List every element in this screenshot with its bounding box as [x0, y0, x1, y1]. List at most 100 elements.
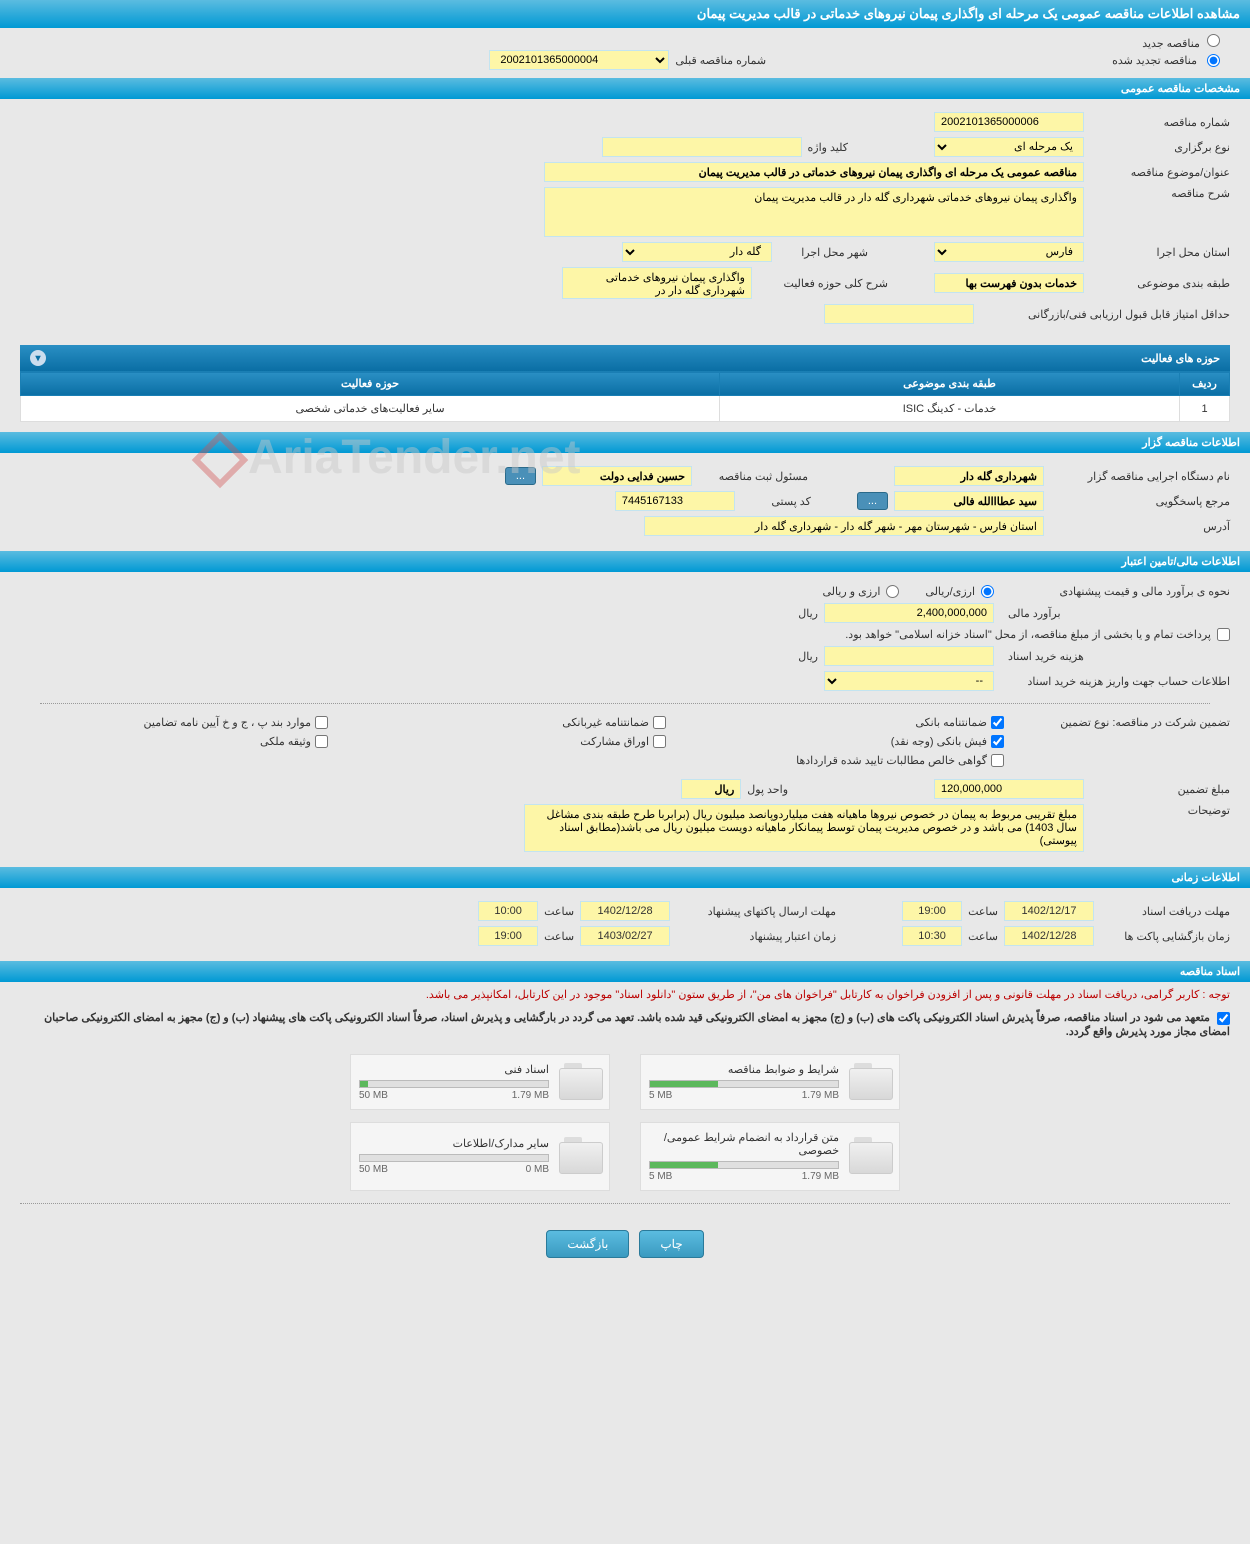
postal-input[interactable]: [615, 491, 735, 511]
amount-unit-input[interactable]: [681, 779, 741, 799]
col-category: طبقه بندی موضوعی: [720, 372, 1180, 396]
keyword-input[interactable]: [602, 137, 802, 157]
chk-securities-label: اوراق مشارکت: [580, 735, 649, 748]
section-general: مشخصات مناقصه عمومی: [0, 78, 1250, 99]
packdeadline-time: 10:00: [478, 901, 538, 921]
activity-collapse-icon[interactable]: ▾: [30, 350, 46, 366]
radio-new[interactable]: [1207, 34, 1220, 47]
valid-date: 1403/02/27: [580, 926, 670, 946]
resp-label: مرجع پاسخگویی: [1050, 495, 1230, 508]
tender-no-input[interactable]: [934, 112, 1084, 132]
chk-nonbank-label: ضمانتنامه غیربانکی: [562, 716, 649, 729]
separator-footer: [20, 1203, 1230, 1204]
chk-cash[interactable]: [991, 735, 1004, 748]
reg-input[interactable]: [542, 466, 692, 486]
estimate-label: برآورد مالی: [1000, 607, 1230, 620]
valid-time: 19:00: [478, 926, 538, 946]
org-input[interactable]: [894, 466, 1044, 486]
title-input[interactable]: [544, 162, 1084, 182]
account-select[interactable]: --: [824, 671, 994, 691]
radio-renewed[interactable]: [1207, 54, 1220, 67]
progress-bar: [359, 1154, 549, 1162]
estimate-unit: ریال: [798, 607, 818, 620]
type-label: نوع برگزاری: [1090, 141, 1230, 154]
page-title: مشاهده اطلاعات مناقصه عمومی یک مرحله ای …: [0, 0, 1250, 28]
open-time: 10:30: [902, 926, 962, 946]
resp-more-button[interactable]: ...: [857, 492, 888, 510]
progress-bar: [359, 1080, 549, 1088]
back-button[interactable]: بازگشت: [546, 1230, 629, 1258]
category-input[interactable]: [934, 273, 1084, 293]
doc-box[interactable]: متن قرارداد به انضمام شرایط عمومی/خصوصی …: [640, 1122, 900, 1191]
address-label: آدرس: [1050, 520, 1230, 533]
doc-title: اسناد فنی: [359, 1063, 549, 1076]
prev-tender-select[interactable]: 2002101365000004: [489, 50, 669, 70]
progress-bar: [649, 1080, 839, 1088]
chk-attach-label: موارد بند پ ، ج و خ آیین نامه تضامین: [144, 716, 311, 729]
resp-input[interactable]: [894, 491, 1044, 511]
section-docs: اسناد مناقصه: [0, 961, 1250, 982]
separator: [40, 703, 1210, 704]
notes-textarea[interactable]: [524, 804, 1084, 852]
radio-new-label: مناقصه جدید: [1142, 38, 1200, 50]
doc-total: 5 MB: [649, 1090, 672, 1101]
chk-securities[interactable]: [653, 735, 666, 748]
amount-label: مبلغ تضمین: [1090, 783, 1230, 796]
province-select[interactable]: فارس: [934, 242, 1084, 262]
chk-nonbank[interactable]: [653, 716, 666, 729]
doc-total: 50 MB: [359, 1090, 388, 1101]
keyword-label: کلید واژه: [808, 141, 848, 154]
cell-scope: سایر فعالیت‌های خدماتی شخصی: [21, 396, 720, 422]
bold-note-text: متعهد می شود در اسناد مناقصه، صرفاً پذیر…: [44, 1012, 1230, 1038]
print-button[interactable]: چاپ: [639, 1230, 703, 1258]
address-input[interactable]: [644, 516, 1044, 536]
doc-box[interactable]: سایر مدارک/اطلاعات 50 MB0 MB: [350, 1122, 610, 1191]
section-holder: اطلاعات مناقصه گزار: [0, 432, 1250, 453]
chk-attach[interactable]: [315, 716, 328, 729]
estimate-input[interactable]: [824, 603, 994, 623]
city-label: شهر محل اجرا: [778, 246, 868, 259]
title-label: عنوان/موضوع مناقصه: [1090, 166, 1230, 179]
scope-input[interactable]: [562, 267, 752, 299]
scope-label: شرح کلی حوزه فعالیت: [758, 277, 888, 290]
chk-property-label: وثیقه ملکی: [260, 735, 311, 748]
doc-used: 1.79 MB: [512, 1090, 549, 1101]
tender-no-label: شماره مناقصه: [1090, 116, 1230, 129]
progress-bar: [649, 1161, 839, 1169]
doc-box[interactable]: اسناد فنی 50 MB 1.79 MB: [350, 1054, 610, 1110]
col-scope: حوزه فعالیت: [21, 372, 720, 396]
category-label: طبقه بندی موضوعی: [1090, 277, 1230, 290]
packdeadline-date: 1402/12/28: [580, 901, 670, 921]
doc-used: 0 MB: [526, 1164, 549, 1175]
type-select[interactable]: یک مرحله ای: [934, 137, 1084, 157]
amount-input[interactable]: [934, 779, 1084, 799]
doc-box[interactable]: شرایط و ضوابط مناقصه 5 MB1.79 MB: [640, 1054, 900, 1110]
docdeadline-label: مهلت دریافت اسناد: [1100, 905, 1230, 918]
doc-title: متن قرارداد به انضمام شرایط عمومی/خصوصی: [649, 1131, 839, 1157]
activity-header: حوزه های فعالیت ▾: [20, 345, 1230, 371]
time-word-4: ساعت: [544, 930, 574, 943]
docs-row-2: متن قرارداد به انضمام شرایط عمومی/خصوصی …: [0, 1122, 1250, 1191]
packdeadline-label: مهلت ارسال پاکتهای پیشنهاد: [676, 905, 836, 918]
radio-arz[interactable]: [886, 585, 899, 598]
section-financial: اطلاعات مالی/تامین اعتبار: [0, 551, 1250, 572]
open-label: زمان بازگشایی پاکت ها: [1100, 930, 1230, 943]
chk-bank[interactable]: [991, 716, 1004, 729]
city-select[interactable]: گله دار: [622, 242, 772, 262]
desc-textarea[interactable]: [544, 187, 1084, 237]
reg-more-button[interactable]: ...: [505, 467, 536, 485]
doccost-input[interactable]: [824, 646, 994, 666]
valid-label: زمان اعتبار پیشنهاد: [676, 930, 836, 943]
tender-type-radios: مناقصه جدید مناقصه تجدید شده شماره مناقص…: [0, 28, 1250, 76]
folder-icon: [559, 1063, 601, 1101]
paynote-checkbox[interactable]: [1217, 628, 1230, 641]
chk-cert[interactable]: [991, 754, 1004, 767]
chk-property[interactable]: [315, 735, 328, 748]
cell-category: خدمات - کدینگ ISIC: [720, 396, 1180, 422]
commitment-checkbox[interactable]: [1217, 1012, 1230, 1025]
minscore-input[interactable]: [824, 304, 974, 324]
activity-table: ردیف طبقه بندی موضوعی حوزه فعالیت 1 خدما…: [20, 371, 1230, 422]
table-row: 1 خدمات - کدینگ ISIC سایر فعالیت‌های خدم…: [21, 396, 1230, 422]
paynote-text: پرداخت تمام و یا بخشی از مبلغ مناقصه، از…: [845, 628, 1211, 641]
radio-rial[interactable]: [981, 585, 994, 598]
